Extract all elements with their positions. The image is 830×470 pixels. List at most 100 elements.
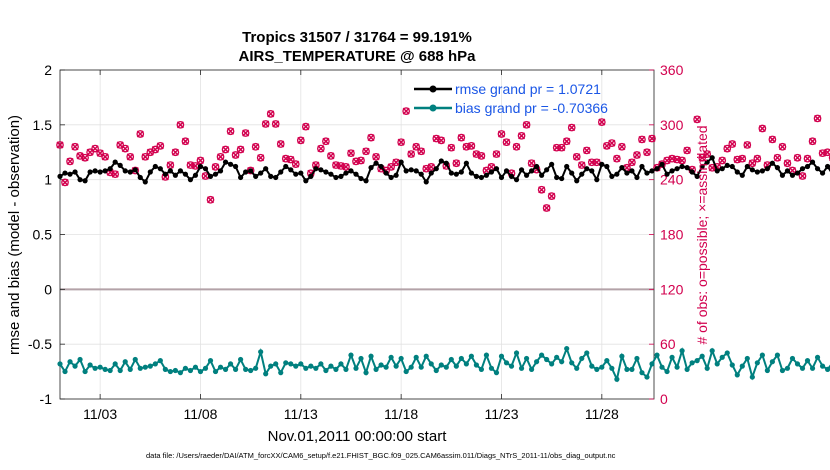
obs-possible-point xyxy=(783,159,792,168)
obs-assimilated-point xyxy=(698,154,706,162)
bias-point xyxy=(383,364,389,370)
obs-possible-point xyxy=(813,114,822,123)
obs-possible-point xyxy=(387,163,395,171)
bias-point xyxy=(508,363,515,369)
x-axis-label: Nov.01,2011 00:00:00 start xyxy=(268,428,448,445)
rmse-point xyxy=(353,171,359,177)
bias-point xyxy=(338,361,344,367)
rmse-point xyxy=(263,166,269,172)
bias-point xyxy=(809,365,816,371)
bias-point xyxy=(754,360,760,366)
rmse-point xyxy=(704,159,710,165)
obs-possible-point xyxy=(683,146,691,155)
obs-possible-point xyxy=(562,137,571,146)
obs-possible-point xyxy=(728,140,737,148)
obs-assimilated-point xyxy=(166,161,174,169)
rmse-point xyxy=(589,168,595,174)
y-right-tick-label: 180 xyxy=(660,227,684,243)
bias-point xyxy=(744,355,750,362)
bias-point xyxy=(719,354,725,360)
x-tick-label: 11/03 xyxy=(83,406,117,422)
obs-assimilated-point xyxy=(322,137,330,145)
obs-assimilated-point xyxy=(86,148,94,156)
obs-assimilated-point xyxy=(628,158,636,166)
bias-point xyxy=(604,358,610,364)
bias-point xyxy=(759,352,765,358)
rmse-point xyxy=(172,172,178,178)
rmse-point xyxy=(132,167,138,173)
rmse-point xyxy=(192,172,199,178)
bias-point xyxy=(599,364,605,370)
rmse-point xyxy=(544,167,550,173)
obs-assimilated-point xyxy=(728,140,736,148)
rmse-point xyxy=(182,171,189,177)
rmse-point xyxy=(493,166,500,172)
bias-point xyxy=(824,366,830,372)
obs-possible-point xyxy=(101,152,110,161)
obs-possible-point xyxy=(773,153,782,162)
rmse-point xyxy=(689,169,695,175)
obs-possible-point xyxy=(723,144,732,153)
rmse-point xyxy=(433,166,439,172)
bias-point xyxy=(378,362,384,368)
bias-point xyxy=(403,368,409,375)
obs-possible-point xyxy=(266,110,275,118)
rmse-point xyxy=(523,172,530,178)
bias-point xyxy=(704,365,710,371)
obs-assimilated-point xyxy=(272,120,280,128)
bias-point xyxy=(478,366,485,372)
y-axis-label-left: rmse and bias (model - observation) xyxy=(6,115,23,355)
x-tick-label: 11/28 xyxy=(585,406,619,422)
obs-assimilated-point xyxy=(603,142,611,150)
bias-point xyxy=(679,348,685,354)
obs-assimilated-point xyxy=(206,196,215,204)
bias-point xyxy=(212,368,219,375)
rmse-point xyxy=(714,168,720,174)
y-axis-left: -1 -0.5 0 0.5 1 1.5 2 xyxy=(28,62,65,407)
obs-possible-point xyxy=(231,151,240,159)
y-right-tick-label: 120 xyxy=(660,281,684,297)
obs-possible-point xyxy=(577,161,586,169)
bias-point xyxy=(724,350,730,356)
bias-point xyxy=(268,363,274,369)
obs-possible-point xyxy=(693,115,701,124)
obs-assimilated-point xyxy=(367,134,375,142)
obs-possible-point xyxy=(206,195,215,204)
rmse-point xyxy=(232,163,239,170)
obs-assimilated-point xyxy=(81,154,89,162)
rmse-point xyxy=(112,159,118,165)
bias-point xyxy=(819,363,826,369)
bias-point xyxy=(368,353,374,359)
obs-assimilated-point xyxy=(573,153,581,161)
bias-point xyxy=(263,371,269,377)
obs-assimilated-point xyxy=(267,110,275,118)
bias-point xyxy=(353,365,359,371)
rmse-point xyxy=(664,171,670,177)
bias-point xyxy=(177,370,184,376)
bias-point xyxy=(559,359,565,365)
obs-possible-point xyxy=(196,156,205,165)
obs-possible-point xyxy=(397,138,405,147)
obs-possible-point xyxy=(221,145,230,154)
obs-assimilated-point xyxy=(76,152,84,160)
obs-possible-point xyxy=(121,144,130,153)
obs-assimilated-point xyxy=(467,142,475,150)
rmse-point xyxy=(488,169,495,175)
bias-point xyxy=(634,355,640,362)
rmse-point xyxy=(227,161,234,167)
rmse-point xyxy=(774,165,781,171)
rmse-point xyxy=(604,163,610,170)
bias-point xyxy=(348,352,354,358)
bias-point xyxy=(779,367,786,374)
obs-possible-point xyxy=(567,123,576,132)
obs-assimilated-point xyxy=(217,153,225,161)
bias-point xyxy=(503,360,510,366)
rmse-point xyxy=(789,172,796,178)
bias-point xyxy=(729,362,735,368)
obs-possible-point xyxy=(497,130,506,138)
obs-assimilated-point xyxy=(758,124,766,133)
bias-point xyxy=(298,361,304,367)
bias-point xyxy=(574,365,580,371)
bias-point xyxy=(799,365,806,371)
obs-assimilated-point xyxy=(743,141,751,149)
